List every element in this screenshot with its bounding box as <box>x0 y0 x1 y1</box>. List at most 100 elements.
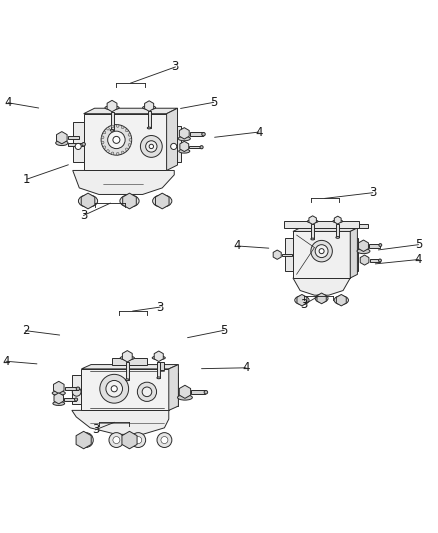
Circle shape <box>121 151 124 154</box>
Polygon shape <box>293 278 350 295</box>
Text: 5: 5 <box>210 96 217 109</box>
Polygon shape <box>169 365 178 410</box>
Circle shape <box>111 386 117 392</box>
Circle shape <box>82 142 85 146</box>
Ellipse shape <box>152 195 172 207</box>
Polygon shape <box>123 193 136 209</box>
Ellipse shape <box>147 127 151 129</box>
Bar <box>110 112 113 130</box>
Bar <box>189 146 201 148</box>
Circle shape <box>74 398 78 401</box>
Bar <box>68 143 83 146</box>
Circle shape <box>200 146 203 149</box>
Circle shape <box>379 244 382 246</box>
Circle shape <box>101 136 104 139</box>
Ellipse shape <box>179 149 190 153</box>
Circle shape <box>128 143 131 146</box>
Polygon shape <box>155 193 169 209</box>
Text: 2: 2 <box>22 324 29 337</box>
Circle shape <box>141 135 162 157</box>
Circle shape <box>121 126 124 128</box>
Bar <box>166 126 181 162</box>
Polygon shape <box>166 108 177 171</box>
Bar <box>311 224 314 239</box>
Bar <box>282 254 292 256</box>
Circle shape <box>138 382 156 401</box>
Circle shape <box>125 148 128 151</box>
Text: 3: 3 <box>369 186 376 199</box>
Polygon shape <box>73 171 174 195</box>
Polygon shape <box>72 410 169 434</box>
Ellipse shape <box>120 356 134 360</box>
Circle shape <box>128 134 131 136</box>
Bar <box>126 362 129 379</box>
Circle shape <box>101 141 104 144</box>
Bar <box>65 387 78 390</box>
Ellipse shape <box>105 106 119 110</box>
Ellipse shape <box>110 130 114 131</box>
Circle shape <box>111 152 114 155</box>
Polygon shape <box>293 228 357 231</box>
Circle shape <box>149 144 153 149</box>
Bar <box>190 133 203 135</box>
Text: 4: 4 <box>415 253 422 266</box>
Polygon shape <box>154 351 163 361</box>
Ellipse shape <box>336 237 339 238</box>
Text: 4: 4 <box>255 126 263 139</box>
Circle shape <box>204 391 208 394</box>
Polygon shape <box>297 294 307 306</box>
Ellipse shape <box>334 296 349 304</box>
Text: 1: 1 <box>23 173 31 185</box>
Circle shape <box>311 240 332 262</box>
Circle shape <box>82 437 89 443</box>
Circle shape <box>103 131 106 134</box>
Bar <box>73 122 84 162</box>
Ellipse shape <box>52 391 65 395</box>
Circle shape <box>135 437 142 443</box>
Ellipse shape <box>307 220 318 223</box>
Polygon shape <box>53 381 64 393</box>
Circle shape <box>113 136 120 143</box>
Polygon shape <box>122 351 132 362</box>
Circle shape <box>202 133 205 136</box>
Polygon shape <box>57 132 67 144</box>
Ellipse shape <box>120 195 139 207</box>
Text: 3: 3 <box>172 60 179 74</box>
Bar <box>112 358 147 365</box>
Circle shape <box>106 381 123 397</box>
Polygon shape <box>317 293 326 304</box>
Circle shape <box>319 248 324 254</box>
Bar <box>191 391 205 394</box>
Polygon shape <box>336 294 346 306</box>
Ellipse shape <box>78 195 98 207</box>
Circle shape <box>157 433 172 448</box>
Text: 4: 4 <box>242 361 250 374</box>
Bar <box>156 362 164 370</box>
Bar <box>350 238 358 271</box>
Polygon shape <box>350 228 357 278</box>
Polygon shape <box>145 101 154 111</box>
Ellipse shape <box>338 298 345 302</box>
Polygon shape <box>273 250 281 260</box>
Circle shape <box>103 146 106 149</box>
Polygon shape <box>179 385 191 398</box>
Text: 3: 3 <box>300 298 308 311</box>
Bar <box>68 136 79 140</box>
Circle shape <box>107 150 110 152</box>
Circle shape <box>78 433 93 448</box>
Circle shape <box>129 139 132 141</box>
Ellipse shape <box>56 140 68 146</box>
Bar <box>285 238 293 271</box>
Polygon shape <box>180 128 189 139</box>
Circle shape <box>117 125 119 127</box>
Circle shape <box>100 374 129 403</box>
Ellipse shape <box>152 356 165 360</box>
Ellipse shape <box>125 198 134 204</box>
Circle shape <box>117 152 119 155</box>
Bar <box>370 259 380 262</box>
Polygon shape <box>84 108 177 114</box>
Circle shape <box>378 259 381 262</box>
Bar <box>293 231 350 278</box>
Ellipse shape <box>299 298 305 302</box>
Bar <box>336 224 339 237</box>
